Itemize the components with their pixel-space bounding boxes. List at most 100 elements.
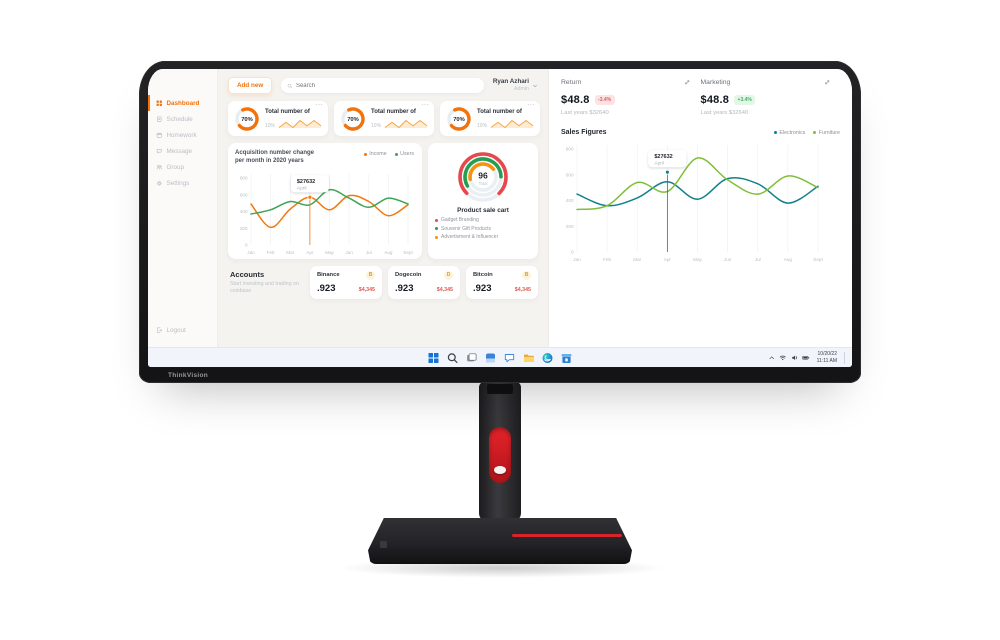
chevron-up-icon[interactable] [768,354,776,362]
more-options-icon[interactable]: ⋯ [315,100,324,109]
stat-card[interactable]: ⋯ 70% Total number of 10% [440,100,541,136]
windows-taskbar: 10/20/22 11:11 AM [148,347,852,367]
marketing-metric: Marketing $48.8 +3.4% Last years $32640 [701,79,841,116]
svg-text:400: 400 [240,209,248,214]
lenovo-badge [380,541,387,548]
sidebar-item-label: Homework [166,131,197,139]
coin-amount: $4,345 [514,286,531,293]
legend-label: Income [369,151,387,157]
search-input[interactable] [295,82,478,89]
edge-button[interactable] [542,352,554,364]
tray-icons [768,354,810,362]
stat-card-title: Total number of [477,109,522,115]
thinkvision-logo: ThinkVision [168,371,209,379]
legend-dot [813,131,817,134]
speaker-icon[interactable] [791,354,799,362]
svg-text:0: 0 [245,242,248,247]
svg-text:Sept: Sept [403,250,413,255]
acquisition-legend: Income Users [363,151,414,157]
legend-item: Income [363,151,387,157]
stand-red-cable-slot [489,427,511,483]
user-menu[interactable]: Ryan Azhari Admin [493,78,538,92]
file-explorer-button[interactable] [523,352,535,364]
sales-legend: Electronics Furniture [773,130,840,136]
sidebar-item[interactable]: Schedule [148,111,217,127]
more-options-icon[interactable]: ⋯ [527,100,536,109]
stat-card[interactable]: ⋯ 70% Total number of 10% [228,100,329,136]
svg-text:$27632: $27632 [297,179,315,185]
sparkline-chart [278,120,322,128]
svg-text:April: April [297,185,307,191]
svg-text:Sept: Sept [813,257,823,262]
right-panel: Return $48.8 -3.4% Last years $32640 [548,69,852,347]
sidebar-item-logout[interactable]: Logout [148,322,217,338]
coin-card[interactable]: Bitcoin B .923 $4,345 [466,265,538,299]
legend-label: Souvenir Gift Products [441,225,492,232]
store-button[interactable] [561,352,573,364]
svg-text:Jul: Jul [366,250,372,255]
monitor-base [368,518,632,564]
coin-card[interactable]: Dogecoin D .923 $4,345 [388,265,460,299]
sidebar-item-label: Settings [166,179,190,187]
task-view-button[interactable] [466,352,478,364]
svg-text:May: May [325,250,334,255]
accounts-title: Accounts [230,269,265,279]
stat-card[interactable]: ⋯ 70% Total number of 10% [334,100,435,136]
marketing-change-badge: +3.4% [734,95,756,105]
svg-text:Jan: Jan [247,250,255,255]
sidebar-item[interactable]: Dashboard [148,95,217,111]
acquisition-chart-card: Acquisition number change per month in 2… [228,143,422,259]
svg-text:200: 200 [240,226,248,231]
svg-text:Jul: Jul [755,257,761,262]
stand-cable-hole [494,466,506,474]
sidebar-item[interactable]: Message [148,143,217,159]
coin-amount: $4,345 [358,286,375,293]
expand-icon[interactable] [824,79,831,86]
start-button[interactable] [428,352,440,364]
sales-title: Sales Figures [561,129,607,136]
search-bar[interactable] [281,78,484,93]
legend-item: Advertisment & Influencer [435,234,531,240]
sidebar: Dashboard Schedule Homework Message [148,69,218,347]
legend-label: Gadget Branding [441,217,479,223]
sidebar-item[interactable]: Group [148,159,217,175]
expand-icon[interactable] [684,79,691,86]
sidebar-nav: Dashboard Schedule Homework Message [148,95,217,191]
marketing-title: Marketing [700,79,731,86]
sidebar-item[interactable]: Homework [148,127,217,143]
svg-text:Mar: Mar [633,257,641,262]
svg-text:Aug: Aug [384,250,393,255]
chat-teams-button[interactable] [504,352,516,364]
widgets-button[interactable] [485,352,497,364]
svg-text:Jan: Jan [573,257,581,262]
search-button[interactable] [447,352,459,364]
product-sale-card: 96 Total Product sale cart Gadget Brandi… [428,143,538,259]
taskbar-date: 10/20/22 [817,350,837,357]
show-desktop-button[interactable] [844,351,847,364]
coin-value: .923 [473,282,492,294]
stat-card-subvalue: 10% [477,123,488,129]
stat-card-subvalue: 10% [265,123,276,129]
wifi-icon[interactable] [779,354,787,362]
logout-icon [156,327,163,334]
svg-text:70%: 70% [347,117,359,123]
chevron-down-icon[interactable] [532,83,538,89]
svg-text:800: 800 [240,175,248,180]
add-new-button[interactable]: Add new [228,77,273,94]
sidebar-item[interactable]: Settings [148,175,217,191]
monitor-stand-hinge [487,384,513,394]
sales-header: Sales Figures Electronics Furniture [561,129,840,136]
legend-dot [435,235,438,239]
product-sale-legend: Gadget Branding Souvenir Gift Products A… [435,217,531,240]
battery-icon[interactable] [802,354,810,362]
legend-dot [773,131,777,134]
coin-card[interactable]: Binance B .923 $4,345 [310,265,382,299]
users-icon [156,164,163,171]
svg-text:Feb: Feb [603,257,611,262]
monitor-bottom-bezel: ThinkVision [148,367,852,383]
more-options-icon[interactable]: ⋯ [421,100,430,109]
taskbar-clock[interactable]: 10/20/22 11:11 AM [817,351,837,365]
coin-name: Binance [317,272,340,279]
product-sale-title: Product sale cart [457,207,509,214]
coin-value: .923 [317,282,336,294]
